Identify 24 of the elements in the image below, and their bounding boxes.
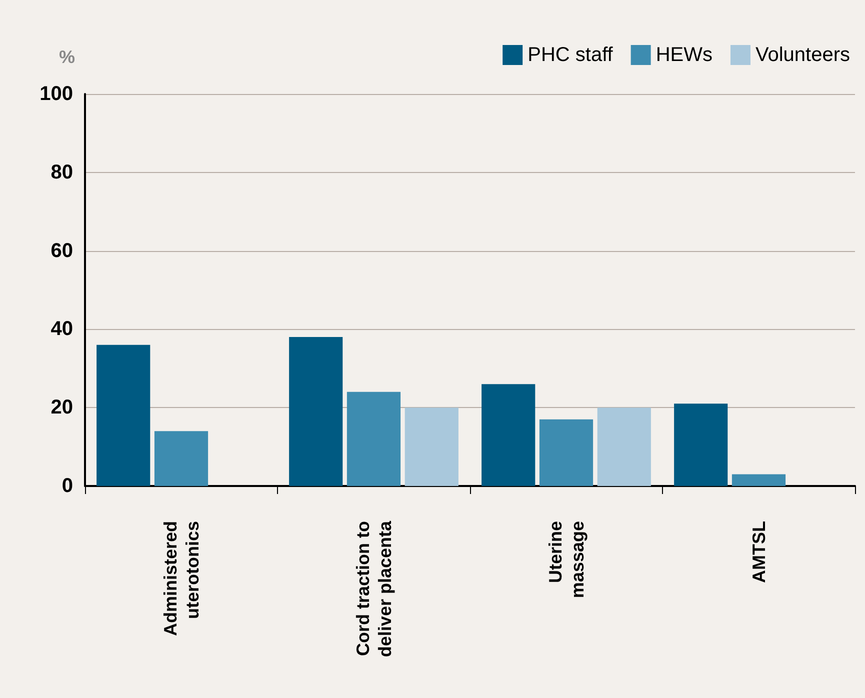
y-tick-label: 100 <box>40 83 73 105</box>
legend-label: Volunteers <box>755 44 850 66</box>
bar <box>346 392 401 486</box>
bar <box>732 474 786 486</box>
bar <box>539 419 594 486</box>
bar <box>154 431 208 486</box>
legend-label: PHC staff <box>528 44 614 66</box>
bar <box>96 344 150 486</box>
y-tick-label: 40 <box>50 318 73 340</box>
y-tick-label: 60 <box>50 240 73 262</box>
y-tick-label: 20 <box>50 396 73 419</box>
y-tick-label: 80 <box>50 161 73 184</box>
y-tick-label: 0 <box>62 475 73 497</box>
y-axis-title: % <box>58 47 75 67</box>
x-tick-label: Cord traction to deliver placenta <box>352 520 395 658</box>
bar <box>597 408 651 486</box>
bar <box>289 337 343 486</box>
x-tick-label: Administered uterotonics <box>160 521 202 636</box>
bar <box>482 384 536 486</box>
bar <box>404 408 458 486</box>
x-tick-label: Uterine massage <box>545 521 588 598</box>
x-tick-label: AMTSL <box>748 521 769 583</box>
legend-label: HEWs <box>656 44 712 66</box>
bar <box>674 404 728 486</box>
